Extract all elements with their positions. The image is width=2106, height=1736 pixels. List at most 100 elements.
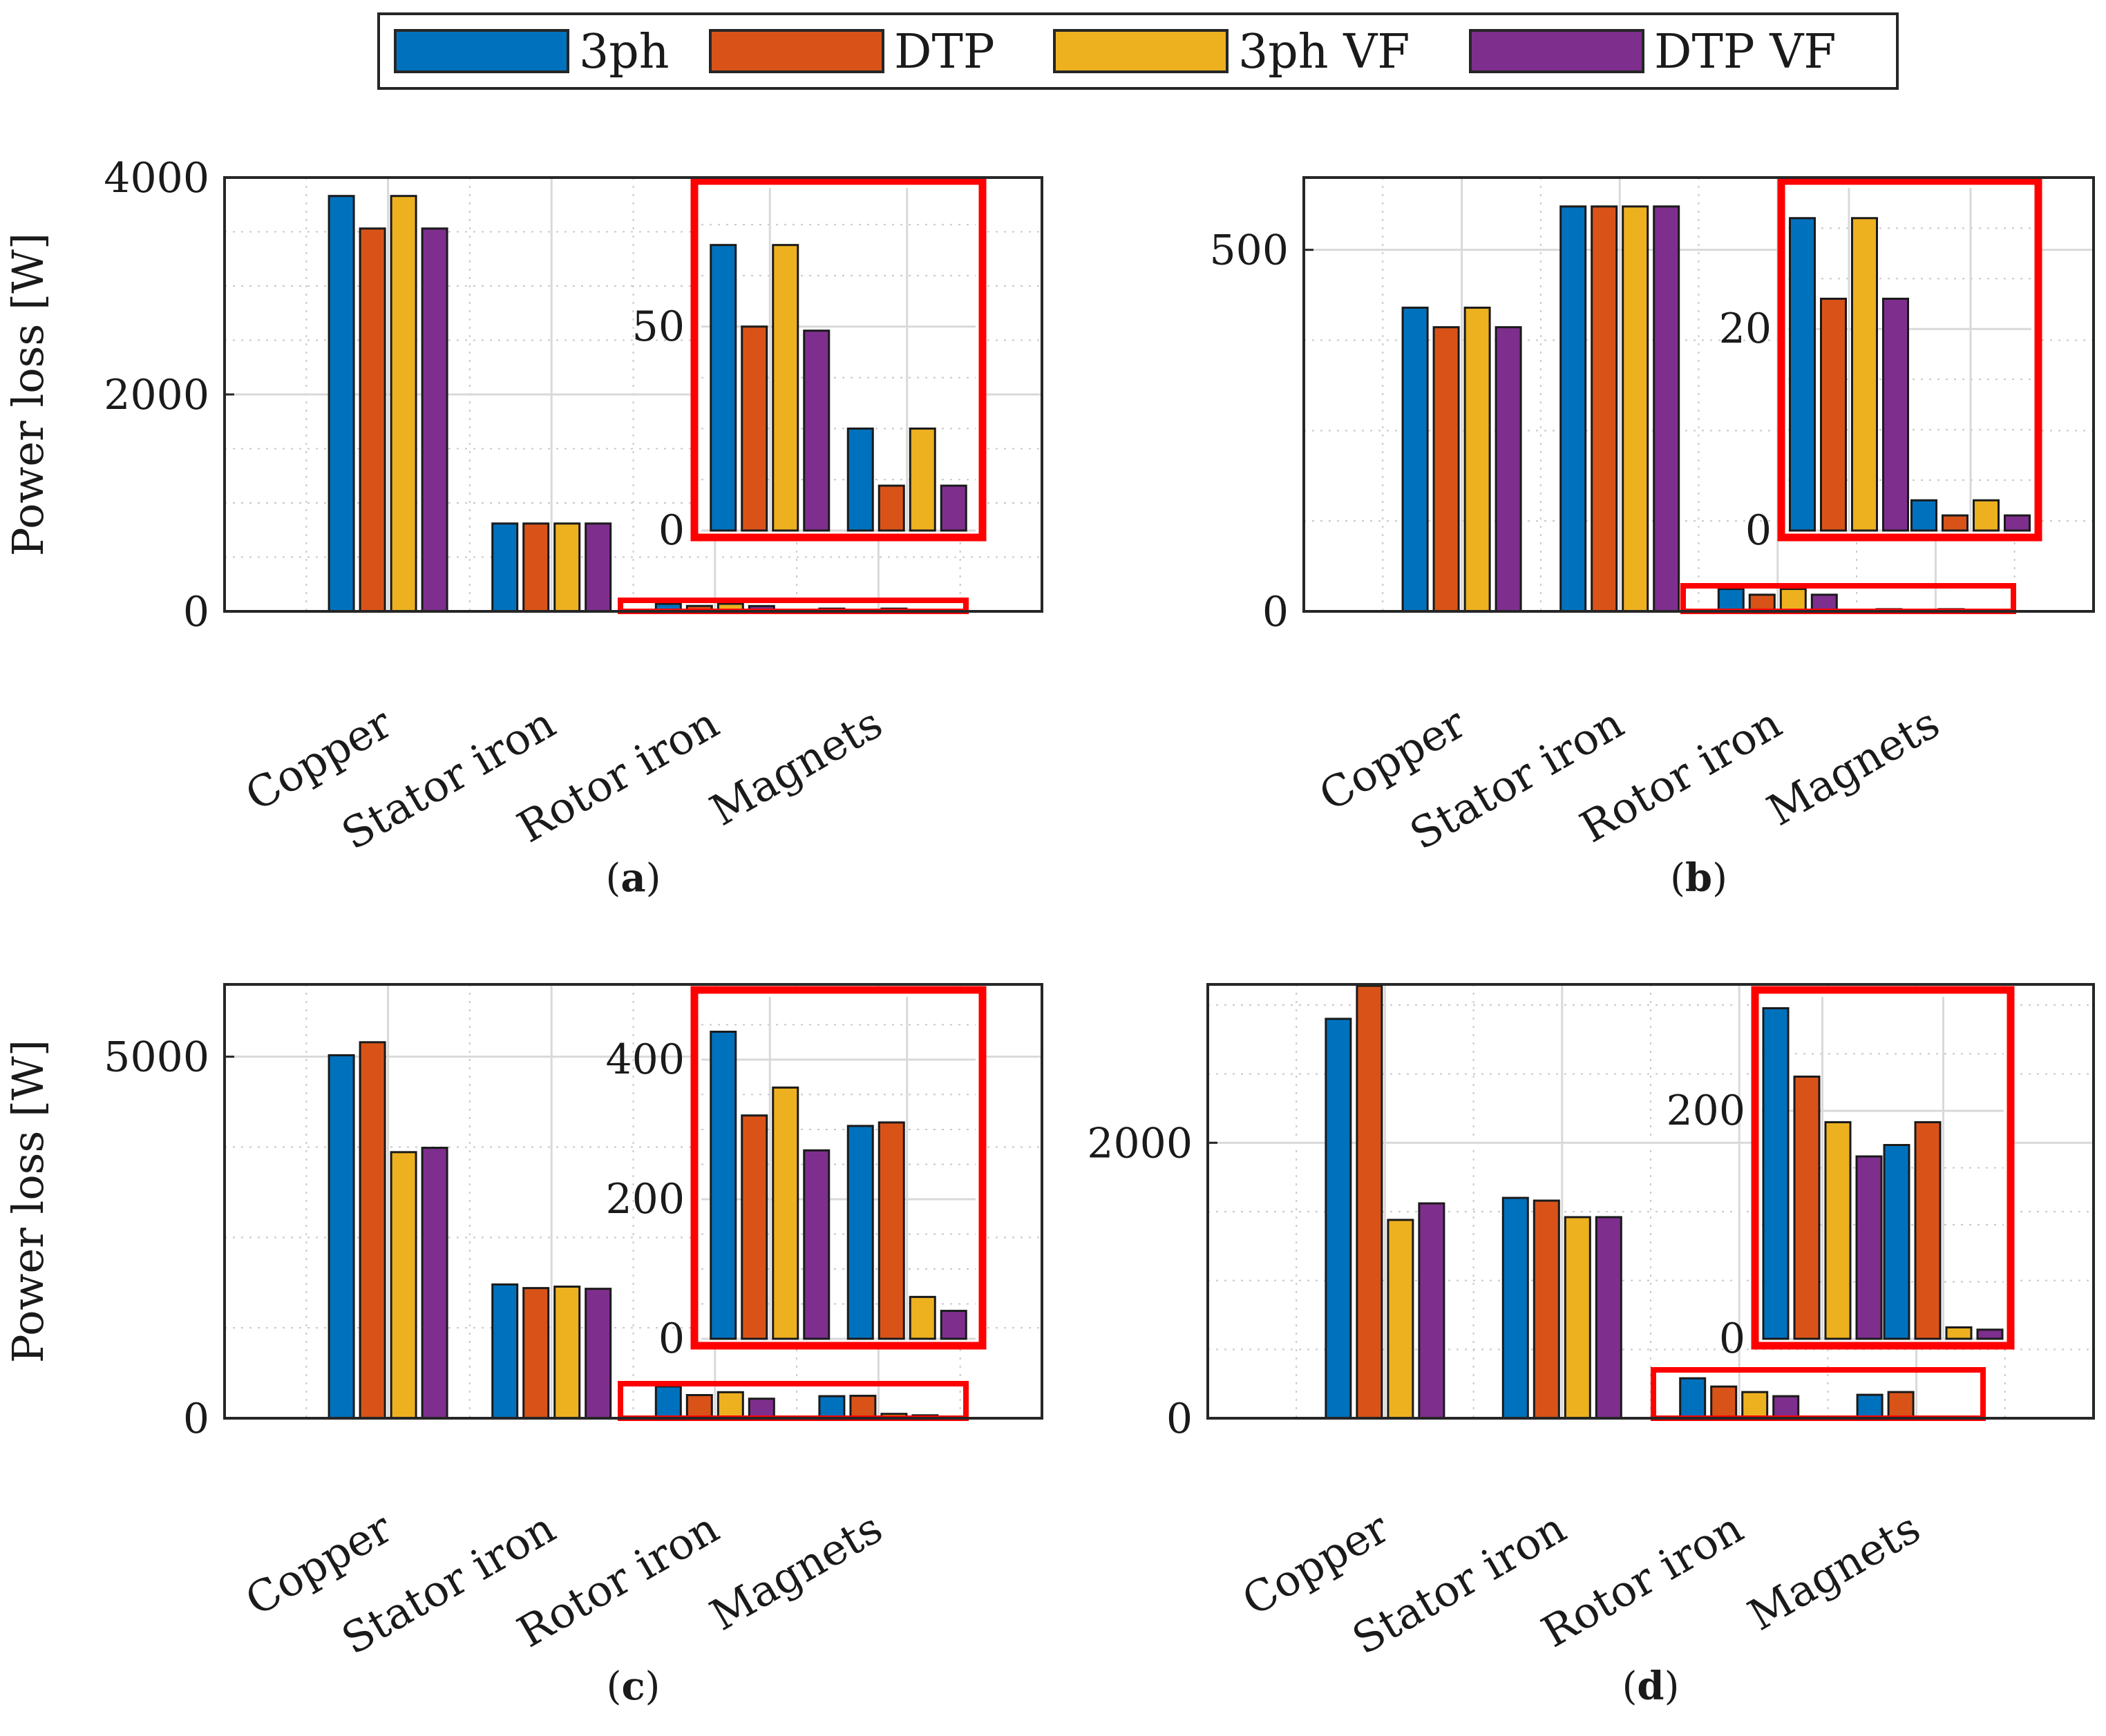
panel-b-inset-bar-magnets-dtp-vf — [2004, 514, 2031, 532]
panel-d-bar-copper-3ph-vf — [1387, 1219, 1414, 1420]
panel-a-inset-bar-rotor-iron-dtp — [741, 325, 768, 532]
panel-c-x-tick-label-magnets: Magnets — [702, 1503, 891, 1641]
panel-d-inset-bar-rotor-iron-dtp-vf — [1855, 1155, 1883, 1340]
panel-a-inset-bar-magnets-dtp — [878, 484, 905, 532]
panel-b-inset-bar-rotor-iron-dtp-vf — [1882, 297, 1909, 532]
panel-a-inset-bar-rotor-iron-dtp-vf — [803, 330, 831, 532]
panel-d-bar-magnets-3ph — [1856, 1393, 1884, 1420]
panel-d-bar-rotor-iron-dtp — [1710, 1385, 1738, 1420]
panel-d-inset-bar-rotor-iron-dtp — [1793, 1076, 1821, 1340]
panel-a-bar-copper-dtp-vf — [421, 227, 448, 613]
panel-c-inset-bar-magnets-dtp-vf — [940, 1310, 967, 1340]
legend-label-dtp: DTP — [894, 25, 995, 79]
panel-d-bar-stator-iron-3ph-vf — [1564, 1216, 1591, 1420]
panel-d-bar-copper-dtp-vf — [1418, 1202, 1445, 1420]
panel-b-bar-copper-3ph — [1401, 306, 1429, 613]
panel-c-bar-magnets-dtp — [849, 1395, 877, 1420]
panel-b-inset-bar-rotor-iron-dtp — [1820, 297, 1847, 532]
panel-d-x-tick-label-magnets: Magnets — [1740, 1503, 1928, 1641]
panel-a-inset-bar-magnets-dtp-vf — [940, 484, 967, 532]
panel-b-y-tick-label: 0 — [1262, 588, 1289, 636]
panel-b-caption-label: (b) — [1670, 855, 1727, 901]
panel-a-inset-area — [694, 181, 983, 537]
panel-b-bar-copper-3ph-vf — [1463, 306, 1491, 613]
panel-c-bar-rotor-iron-dtp-vf — [748, 1398, 775, 1420]
panel-a-bar-copper-3ph-vf — [390, 195, 417, 613]
panel-a-caption-label: (a) — [605, 855, 661, 901]
panel-d-y-tick-label: 0 — [1166, 1395, 1193, 1443]
legend-swatch-3ph — [394, 29, 569, 73]
panel-b-inset-bar-magnets-3ph-vf — [1973, 499, 2000, 532]
panel-c-bar-copper-dtp-vf — [421, 1147, 448, 1420]
panel-b-bar-copper-dtp — [1432, 326, 1460, 613]
panel-c-inset-bar-magnets-3ph — [846, 1125, 874, 1340]
panel-b-inset-bar-rotor-iron-3ph-vf — [1851, 217, 1878, 532]
legend-entry-dtp-vf: DTP VF — [1469, 25, 1837, 79]
panel-a-y-tick-label: 4000 — [104, 154, 209, 202]
panel-d-bar-rotor-iron-3ph — [1679, 1377, 1707, 1420]
panel-c-axes-frame — [223, 983, 1043, 1420]
panel-c-inset-bar-magnets-3ph-vf — [909, 1295, 936, 1340]
legend-swatch-3ph-vf — [1053, 29, 1228, 73]
panel-d-x-tick-label-rotor-iron: Rotor iron — [1533, 1503, 1752, 1657]
panel-a-bar-copper-3ph — [328, 195, 355, 613]
panel-c-y-axis-label: Power loss [W] — [3, 1040, 53, 1363]
panel-a-inset-bar-rotor-iron-3ph-vf — [772, 244, 799, 532]
panel-b-inset-bar-rotor-iron-3ph — [1789, 217, 1816, 532]
panel-a-inset-frame — [690, 177, 987, 542]
panel-d-bar-rotor-iron-dtp-vf — [1772, 1395, 1800, 1420]
panel-c-bar-stator-iron-3ph-vf — [553, 1286, 581, 1420]
panel-a-y-tick-label: 0 — [183, 588, 209, 636]
panel-b-inset-tick-label: 20 — [1719, 305, 1772, 353]
panel-c-inset-bar-magnets-dtp — [878, 1121, 905, 1340]
panel-d-inset-tick-label: 0 — [1719, 1315, 1745, 1363]
panel-b-bar-stator-iron-3ph-vf — [1622, 205, 1649, 613]
legend-entry-dtp: DTP — [709, 25, 995, 79]
panel-c-inset-bar-rotor-iron-3ph — [710, 1031, 737, 1340]
panel-a-bar-stator-iron-3ph-vf — [553, 522, 581, 613]
panel-d-caption-label: (d) — [1622, 1663, 1680, 1709]
panel-d-inset-bar-magnets-3ph-vf — [1945, 1326, 1973, 1340]
panel-c-bar-copper-3ph — [328, 1054, 355, 1420]
panel-c-bar-rotor-iron-dtp — [685, 1394, 713, 1420]
panel-d-inset-bar-rotor-iron-3ph — [1762, 1007, 1790, 1340]
panel-c-inset-tick-label: 0 — [658, 1315, 685, 1363]
panel-d-axes-frame — [1206, 983, 2095, 1420]
panel-c-bar-copper-3ph-vf — [390, 1151, 417, 1420]
panel-c-bar-stator-iron-dtp-vf — [585, 1288, 612, 1420]
legend-entry-3ph-vf: 3ph VF — [1053, 25, 1410, 79]
panel-b-inset-frame — [1777, 177, 2042, 542]
panel-b-inset-tick-label: 0 — [1745, 506, 1772, 555]
panel-d-y-tick-label: 2000 — [1087, 1119, 1193, 1167]
panel-b-bar-stator-iron-dtp — [1591, 205, 1618, 613]
panel-c-bar-stator-iron-dtp — [522, 1287, 550, 1420]
panel-b-x-tick-label-magnets: Magnets — [1759, 698, 1948, 836]
panel-b-y-tick-label: 500 — [1209, 227, 1289, 275]
panel-a-bar-copper-dtp — [359, 227, 386, 613]
panel-b-inset-bar-magnets-3ph — [1910, 499, 1937, 532]
panel-d-inset-bar-rotor-iron-3ph-vf — [1824, 1121, 1852, 1340]
panel-c-bar-rotor-iron-3ph — [654, 1385, 682, 1420]
legend-entry-3ph: 3ph — [394, 25, 670, 79]
panel-d-bar-stator-iron-3ph — [1501, 1196, 1529, 1420]
panel-b-inset-area — [1781, 181, 2038, 537]
panel-c-inset-bar-rotor-iron-3ph-vf — [772, 1086, 799, 1340]
panel-c-inset-tick-label: 400 — [605, 1036, 685, 1084]
panel-c-inset-frame — [690, 986, 987, 1350]
panel-a-bar-stator-iron-dtp-vf — [585, 522, 612, 613]
legend: 3ph DTP 3ph VF DTP VF — [377, 12, 1899, 90]
panel-d-bar-stator-iron-dtp-vf — [1595, 1216, 1622, 1420]
panel-d-inset-bar-magnets-3ph — [1883, 1144, 1910, 1340]
panel-b-axes-frame — [1302, 176, 2095, 613]
panel-b-bar-stator-iron-dtp-vf — [1653, 205, 1680, 613]
panel-d-bar-rotor-iron-3ph-vf — [1741, 1391, 1769, 1420]
panel-a-y-axis-label: Power loss [W] — [3, 233, 53, 556]
panel-a-inset-tick-label: 50 — [632, 303, 685, 351]
panel-a-bar-stator-iron-3ph — [491, 522, 519, 613]
panel-b-bar-copper-dtp-vf — [1495, 326, 1522, 613]
panel-c-inset-area — [694, 990, 983, 1346]
